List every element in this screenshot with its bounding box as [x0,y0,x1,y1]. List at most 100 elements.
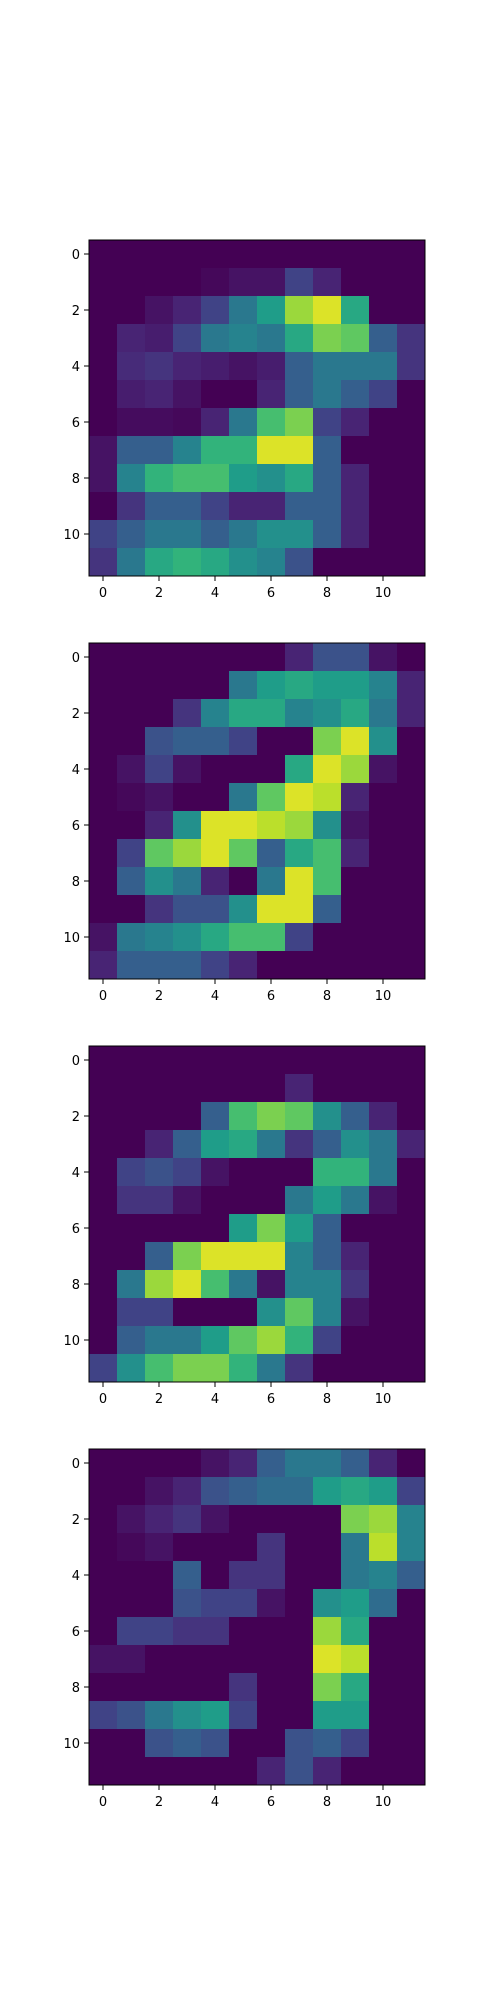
heatmap-cell [201,1158,230,1187]
heatmap-cell [229,1186,258,1215]
heatmap-cell [117,643,146,672]
heatmap-cell [229,492,258,521]
heatmap-cell [313,1354,342,1383]
heatmap-cell [257,1102,286,1131]
heatmap-cell [313,1757,342,1786]
heatmap-cell [201,699,230,728]
heatmap-cell [229,1645,258,1674]
heatmap-cell [397,1757,426,1786]
heatmap-cell [341,1533,370,1562]
heatmap-cell [341,548,370,577]
heatmap-cell [145,699,174,728]
heatmap-cell [397,296,426,325]
heatmap-cell [369,464,398,493]
heatmap-cell [285,1477,314,1506]
heatmap-cell [117,1354,146,1383]
x-tick-label: 6 [267,1392,275,1407]
heatmap-cell [229,671,258,700]
heatmap-cell [369,811,398,840]
heatmap-cell [313,671,342,700]
heatmap-cell [341,1589,370,1618]
heatmap-cell [145,1673,174,1702]
heatmap-cell [201,727,230,756]
heatmap-cell [397,1158,426,1187]
heatmap-cell [369,1186,398,1215]
heatmap-cell [229,1589,258,1618]
heatmap-cell [397,1533,426,1562]
heatmap-cell [229,352,258,381]
heatmap-cell [229,1533,258,1562]
heatmap-cell [313,699,342,728]
heatmap-cell [173,1757,202,1786]
heatmap-cell [257,923,286,952]
heatmap-cell [145,408,174,437]
y-tick-label: 8 [72,1278,80,1293]
heatmap-cell [117,1589,146,1618]
heatmap-cell [201,1046,230,1075]
heatmap-cell [341,1449,370,1478]
heatmap-cell [117,671,146,700]
heatmap-cell [397,548,426,577]
heatmap-cell [117,1046,146,1075]
heatmap-cell [285,1214,314,1243]
heatmap-cell [397,324,426,353]
heatmap-cell [173,1074,202,1103]
x-tick-label: 10 [375,1392,392,1407]
heatmap-cell [229,520,258,549]
heatmap-cell [229,324,258,353]
heatmap-cell [201,240,230,269]
heatmap-cell [201,1645,230,1674]
heatmap-cell [341,923,370,952]
heatmap-cell [341,520,370,549]
heatmap-cell [145,727,174,756]
heatmap-cell [341,408,370,437]
heatmap-cell [285,1505,314,1534]
heatmap-cell [229,1298,258,1327]
heatmap-cell [145,1214,174,1243]
y-tick-label: 8 [72,1681,80,1696]
y-tick-label: 4 [72,1569,80,1584]
heatmap-cell [341,1673,370,1702]
heatmap-cell [341,811,370,840]
heatmap-cell [201,1729,230,1758]
heatmap-cell [313,436,342,465]
heatmap-cell [313,1270,342,1299]
heatmap-cell [257,867,286,896]
heatmap-cell [257,1617,286,1646]
heatmap-cell [89,352,118,381]
heatmap-cell [201,1505,230,1534]
heatmap-cell [201,1561,230,1590]
y-tick-label: 8 [72,472,80,487]
heatmap-cell [369,1561,398,1590]
heatmap-cell [285,1533,314,1562]
heatmap-cell [229,895,258,924]
heatmap-cell [229,755,258,784]
y-tick-label: 2 [72,304,80,319]
heatmap-cell [89,268,118,297]
heatmap-cell [257,1298,286,1327]
heatmap-cell [285,1074,314,1103]
y-tick-label: 2 [72,707,80,722]
heatmap-cell [369,1673,398,1702]
heatmap-cell [285,811,314,840]
heatmap-cell [369,671,398,700]
heatmap-cell [89,951,118,980]
heatmap-cell [173,240,202,269]
heatmap-cell [369,1449,398,1478]
heatmap-cell [257,268,286,297]
heatmap-cell [257,643,286,672]
heatmap-cell [313,1617,342,1646]
heatmap-cell [369,240,398,269]
heatmap-cell [201,492,230,521]
heatmap-cell [173,755,202,784]
heatmap-cell [173,492,202,521]
heatmap-cell [89,520,118,549]
heatmap-cell [397,1214,426,1243]
heatmap-cell [201,352,230,381]
heatmap-cell [173,811,202,840]
heatmap-cell [313,1449,342,1478]
heatmap-cell [89,240,118,269]
heatmap-cell [229,464,258,493]
heatmap-cell [285,296,314,325]
heatmap-cell [285,408,314,437]
